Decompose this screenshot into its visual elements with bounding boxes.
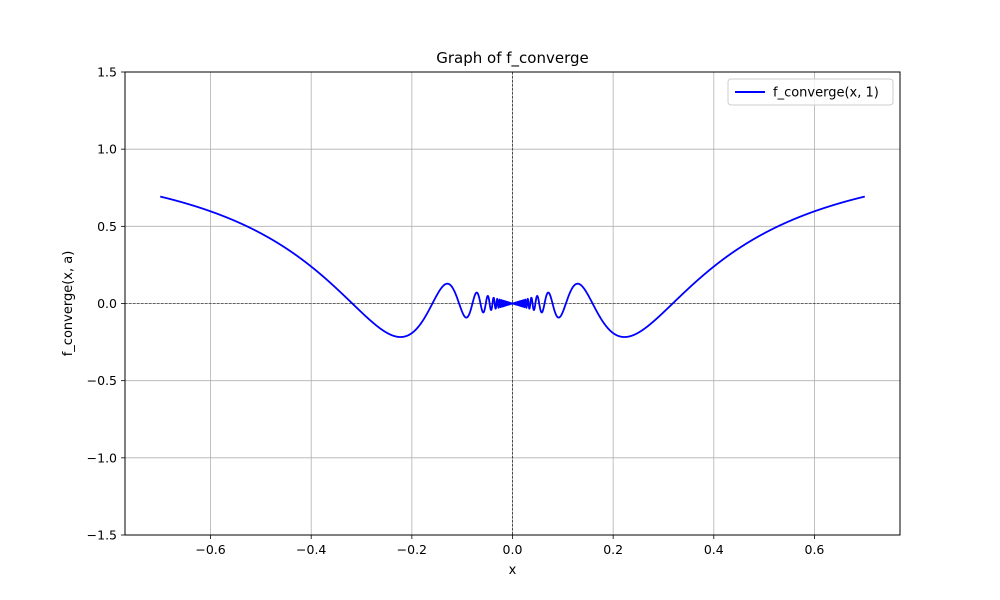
x-tick-label: 0.2: [603, 542, 623, 557]
x-axis-ticks: −0.6 −0.4 −0.2 0.0 0.2 0.4 0.6: [195, 535, 824, 557]
y-axis-ticks: −1.5 −1.0 −0.5 0.0 0.5 1.0 1.5: [87, 65, 125, 543]
legend: f_converge(x, 1): [727, 78, 894, 106]
legend-box: [727, 78, 894, 106]
y-tick-label: 0.5: [97, 219, 117, 234]
reference-lines: [125, 72, 900, 535]
y-tick-label: 0.0: [97, 296, 117, 311]
x-tick-label: 0.6: [805, 542, 825, 557]
y-tick-label: −1.5: [87, 528, 117, 543]
x-tick-label: −0.6: [195, 542, 225, 557]
x-tick-label: 0.0: [503, 542, 523, 557]
x-axis-label: x: [509, 563, 517, 578]
series-line: [159, 195, 866, 338]
series-layer: [159, 195, 866, 338]
legend-label: f_converge(x, 1): [773, 86, 879, 101]
y-tick-label: −1.0: [87, 450, 117, 465]
x-tick-label: −0.2: [397, 542, 427, 557]
y-axis-label: f_converge(x, a): [61, 251, 76, 357]
y-tick-label: 1.0: [97, 142, 117, 157]
x-tick-label: 0.4: [704, 542, 724, 557]
chart-title: Graph of f_converge: [436, 49, 588, 68]
y-tick-label: 1.5: [97, 65, 117, 80]
x-tick-label: −0.4: [296, 542, 326, 557]
y-tick-label: −0.5: [87, 373, 117, 388]
